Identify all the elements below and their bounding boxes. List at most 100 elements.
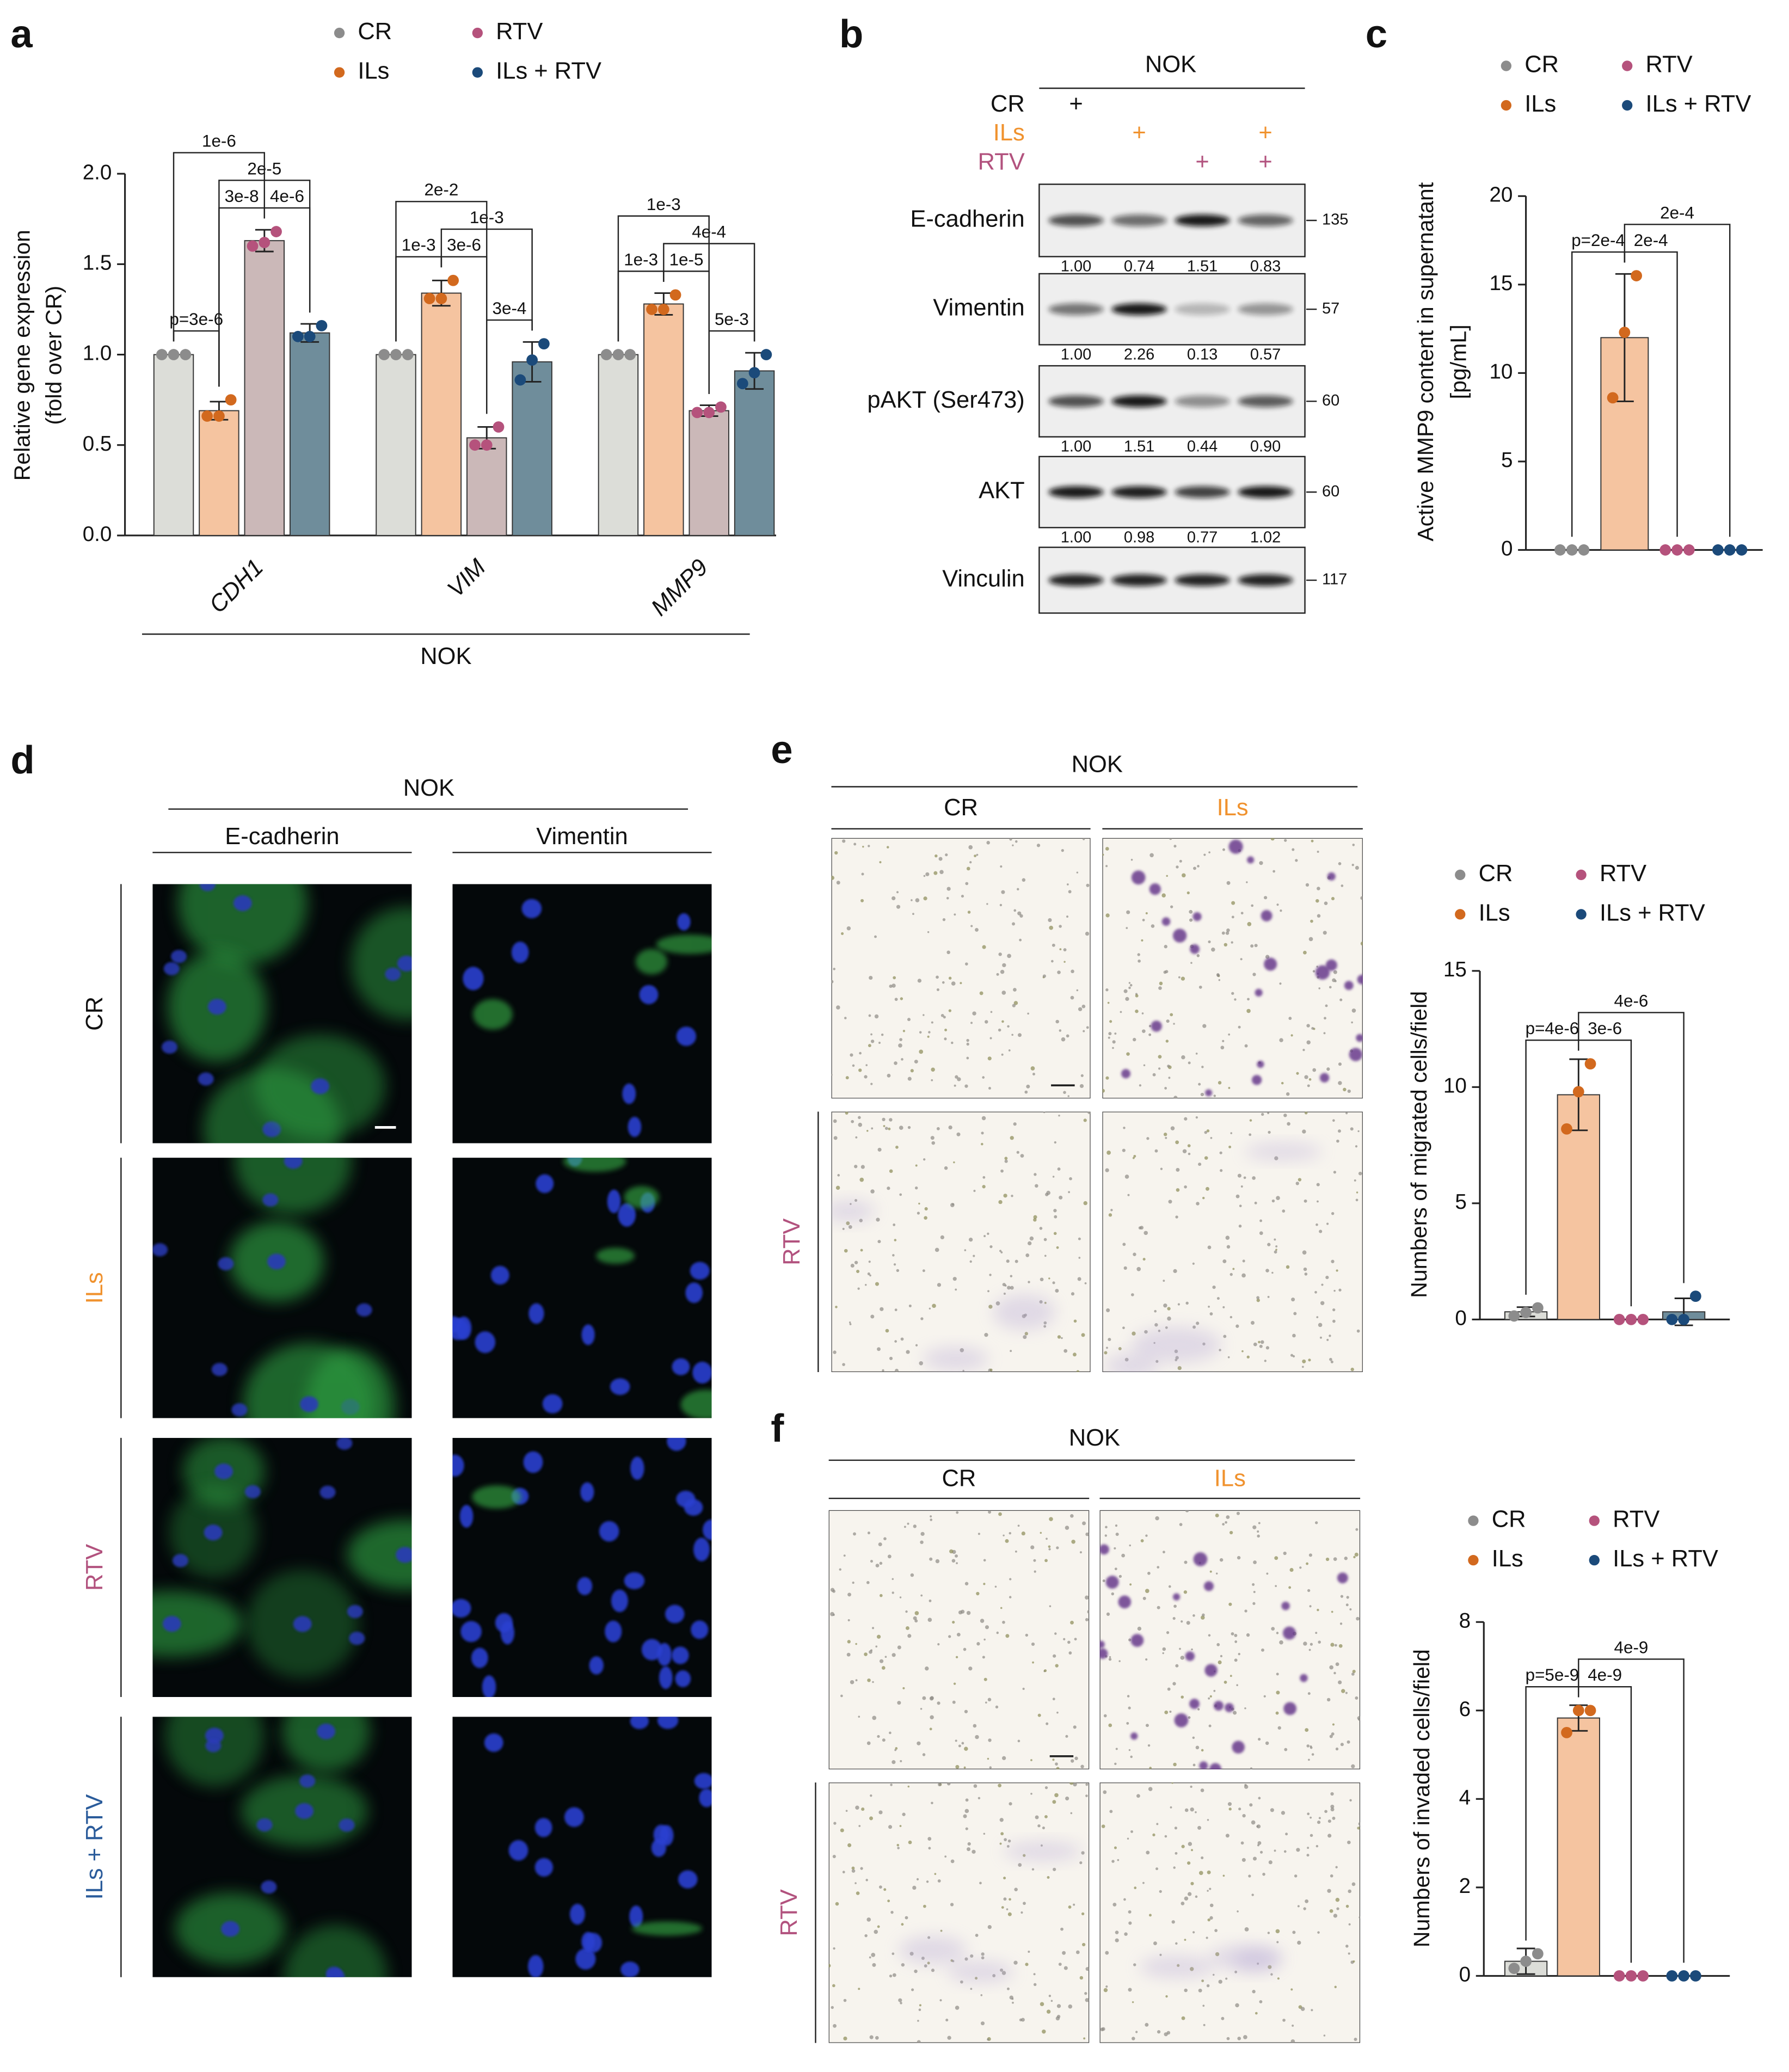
pore	[1251, 1321, 1255, 1325]
pore	[878, 1542, 882, 1546]
pore	[1329, 1335, 1331, 1337]
band-quantification: 0.57	[1250, 346, 1281, 363]
legend-label: ILs + RTV	[1600, 900, 1705, 926]
pore	[1076, 1370, 1080, 1373]
pore	[1330, 1804, 1335, 1809]
pore	[1303, 950, 1307, 955]
pore	[842, 839, 846, 843]
pore	[887, 1073, 891, 1078]
nucleus	[397, 955, 412, 972]
panel-label: d	[10, 738, 34, 782]
pore	[1176, 1167, 1180, 1172]
pore	[1234, 998, 1237, 1001]
pore	[852, 1064, 855, 1067]
y-tick-label: 5	[1501, 448, 1513, 472]
pore	[867, 1272, 870, 1276]
pore	[1308, 1078, 1312, 1081]
pore	[954, 913, 956, 916]
nucleus	[685, 1282, 703, 1304]
pore	[1198, 985, 1202, 989]
pore	[1317, 850, 1319, 853]
pore	[1132, 1157, 1135, 1159]
pore	[1012, 1004, 1016, 1007]
pore	[1163, 1280, 1165, 1282]
pore	[1105, 1076, 1109, 1080]
nucleus	[347, 1604, 363, 1618]
bar	[244, 240, 285, 536]
pore	[961, 894, 964, 898]
pore	[1066, 915, 1069, 918]
pore	[920, 1317, 924, 1320]
pore	[1171, 1782, 1174, 1784]
y-tick-label: 0.5	[83, 432, 112, 456]
pore	[1356, 1616, 1360, 1621]
stained-cell	[1225, 1703, 1234, 1713]
pore	[1317, 887, 1320, 890]
pore	[892, 896, 896, 901]
pore	[1033, 1983, 1037, 1987]
nucleus	[630, 1456, 644, 1480]
pore	[1148, 1787, 1153, 1791]
pore	[1169, 838, 1172, 840]
pore	[1157, 1566, 1160, 1569]
pore	[937, 1879, 941, 1883]
pore	[1243, 2035, 1247, 2039]
nucleus	[463, 967, 484, 991]
pore	[1323, 1032, 1326, 1035]
pore	[1349, 1608, 1352, 1611]
pore	[931, 1969, 935, 1972]
pore	[1347, 1840, 1351, 1844]
micrograph	[452, 1717, 712, 1977]
pore	[899, 1825, 902, 1827]
pore	[923, 1904, 926, 1908]
data-point	[1607, 392, 1619, 404]
pore	[1351, 863, 1354, 866]
pore	[1068, 1651, 1072, 1655]
micrograph	[452, 1437, 712, 1697]
pore	[1017, 1524, 1020, 1527]
pore	[887, 1899, 890, 1903]
pore	[981, 1116, 986, 1121]
pore	[1191, 1648, 1193, 1651]
pore	[1043, 1111, 1046, 1114]
band-quantification: 2.26	[1124, 346, 1154, 363]
pore	[1133, 1037, 1136, 1042]
pore	[1135, 994, 1139, 998]
pore	[1237, 1173, 1241, 1178]
pore	[965, 962, 968, 966]
pore	[1054, 1215, 1058, 1219]
data-point	[156, 349, 168, 360]
pore	[1170, 1806, 1172, 1809]
pore	[1338, 1062, 1342, 1066]
pore	[1181, 976, 1185, 981]
pore	[856, 1891, 860, 1895]
pore	[1281, 1081, 1284, 1085]
pore	[1297, 1905, 1300, 1908]
pore	[1190, 962, 1192, 964]
data-point	[1566, 544, 1578, 556]
pore	[1246, 1009, 1251, 1013]
pore	[1360, 941, 1363, 946]
pore	[1318, 1817, 1321, 1819]
pore	[1213, 1095, 1216, 1097]
pore	[874, 935, 877, 938]
data-point	[1724, 544, 1736, 556]
pore	[1345, 1945, 1349, 1948]
stained-cell	[1172, 1593, 1181, 1601]
pore	[935, 1559, 940, 1564]
pore	[1130, 1755, 1133, 1759]
pore	[973, 1189, 976, 1192]
pore	[1042, 1827, 1045, 1830]
data-point	[1690, 1290, 1701, 1302]
pore	[1140, 1539, 1144, 1542]
pore	[1056, 1546, 1059, 1550]
pore	[968, 1667, 973, 1671]
pore	[1182, 1149, 1187, 1153]
pore	[1106, 1151, 1111, 1155]
pore	[1112, 1902, 1117, 1907]
pore	[1071, 1759, 1074, 1763]
nucleus	[607, 1189, 621, 1214]
micrograph	[831, 1111, 1091, 1373]
column-label: ILs	[1217, 795, 1249, 821]
pore	[1212, 1973, 1215, 1976]
